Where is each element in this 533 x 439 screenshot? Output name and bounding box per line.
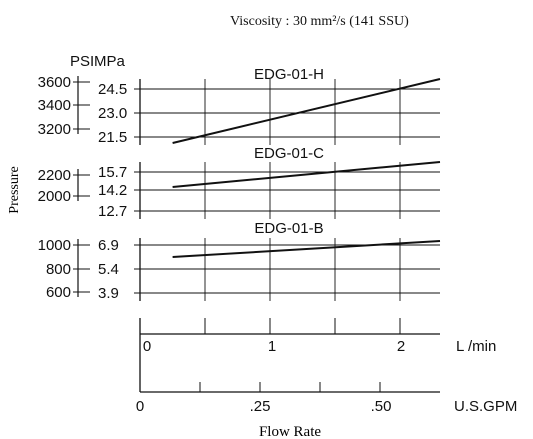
y-axis-label: Pressure — [7, 166, 22, 213]
psi-unit-label: PSI — [70, 53, 94, 70]
gpm-tick-label-2: .50 — [371, 398, 392, 415]
mpa-tick-label-edg-01-h-2: 21.5 — [98, 129, 127, 146]
panel-label-edg-01-c: EDG-01-C — [254, 145, 324, 162]
mpa-tick-label-edg-01-c-2: 12.7 — [98, 203, 127, 220]
lmin-tick-label-2: 2 — [397, 338, 405, 355]
panel-label-edg-01-b: EDG-01-B — [254, 220, 323, 237]
mpa-tick-label-edg-01-h-0: 24.5 — [98, 81, 127, 98]
psi-tick-label-edg-01-b-0: 1000 — [38, 237, 71, 254]
lmin-tick-label-0: 0 — [143, 338, 151, 355]
psi-tick-label-edg-01-h-0: 3600 — [38, 74, 71, 91]
mpa-tick-label-edg-01-b-0: 6.9 — [98, 237, 119, 254]
mpa-unit-label: MPa — [94, 53, 126, 70]
mpa-tick-label-edg-01-b-1: 5.4 — [98, 261, 119, 278]
gpm-tick-label-1: .25 — [250, 398, 271, 415]
mpa-tick-label-edg-01-b-2: 3.9 — [98, 285, 119, 302]
psi-tick-label-edg-01-h-2: 3200 — [38, 121, 71, 138]
chart-title: Viscosity : 30 mm²/s (141 SSU) — [230, 14, 409, 29]
gpm-unit-label: U.S.GPM — [454, 398, 517, 415]
gpm-tick-label-0: 0 — [136, 398, 144, 415]
mpa-tick-label-edg-01-h-1: 23.0 — [98, 105, 127, 122]
series-line-edg-01-c — [172, 161, 441, 188]
psi-tick-label-edg-01-h-1: 3400 — [38, 97, 71, 114]
mpa-tick-label-edg-01-c-1: 14.2 — [98, 182, 127, 199]
psi-tick-label-edg-01-b-2: 600 — [46, 284, 71, 301]
mpa-tick-label-edg-01-c-0: 15.7 — [98, 164, 127, 181]
psi-tick-label-edg-01-c-0: 2200 — [38, 167, 71, 184]
series-line-edg-01-h — [172, 78, 441, 144]
lmin-unit-label: L /min — [456, 338, 496, 355]
series-line-edg-01-b — [172, 240, 441, 258]
psi-tick-label-edg-01-b-1: 800 — [46, 261, 71, 278]
psi-tick-label-edg-01-c-1: 2000 — [38, 188, 71, 205]
lmin-tick-label-1: 1 — [268, 338, 276, 355]
panel-label-edg-01-h: EDG-01-H — [254, 66, 324, 83]
x-axis-label: Flow Rate — [259, 424, 321, 439]
